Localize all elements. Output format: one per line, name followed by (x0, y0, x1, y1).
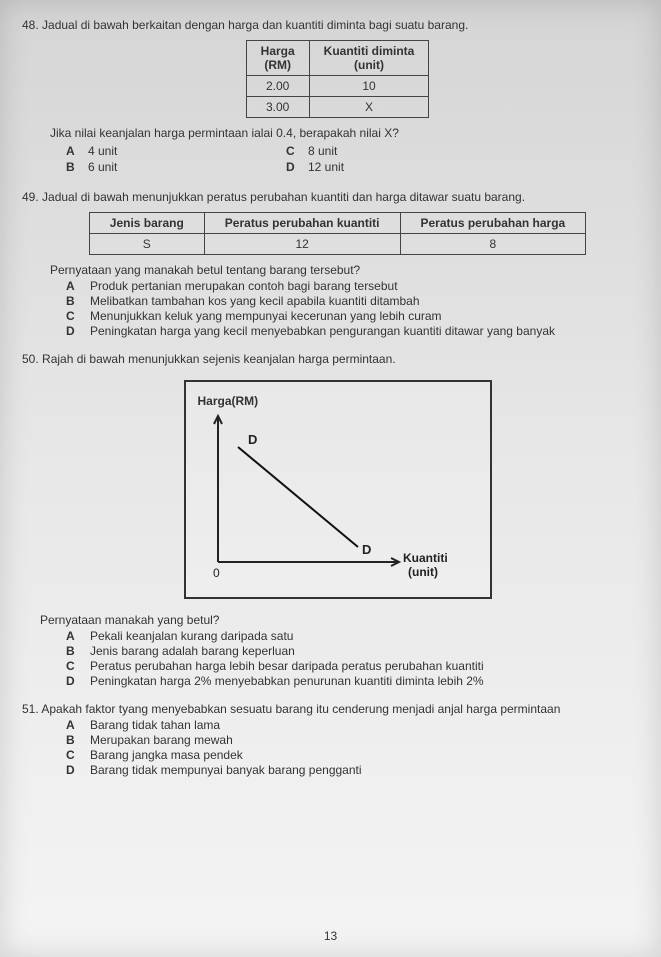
question-50: 50. Rajah di bawah menunjukkan sejenis k… (40, 352, 635, 688)
q50-opt-d: DPeningkatan harga 2% menyebabkan penuru… (66, 674, 635, 688)
q49-opt-d: DPeningkatan harga yang kecil menyebabka… (66, 324, 635, 338)
q50-number: 50. (22, 352, 39, 366)
q51-opt-b: BMerupakan barang mewah (66, 733, 635, 747)
q50-opt-a-text: Pekali keanjalan kurang daripada satu (90, 629, 293, 643)
q49-opt-c-text: Menunjukkan keluk yang mempunyai kecerun… (90, 309, 442, 323)
curve-label-d-bottom: D (362, 542, 371, 557)
x-label-2: (unit) (408, 565, 438, 579)
q48-opt-b-text: 6 unit (88, 160, 117, 174)
q49-r1c2: 12 (204, 234, 400, 255)
q49-table: Jenis barang Peratus perubahan kuantiti … (89, 212, 586, 255)
q48-subprompt: Jika nilai keanjalan harga permintaan ia… (50, 126, 635, 140)
q49-h1: Jenis barang (89, 213, 204, 234)
exam-page: 48. Jadual di bawah berkaitan dengan har… (0, 0, 661, 957)
q51-opt-d: DBarang tidak mempunyai banyak barang pe… (66, 763, 635, 777)
q50-opt-a: APekali keanjalan kurang daripada satu (66, 629, 635, 643)
q48-table: Harga (RM) Kuantiti diminta (unit) 2.00 … (246, 40, 430, 118)
q50-opt-d-text: Peningkatan harga 2% menyebabkan penurun… (90, 674, 484, 688)
x-label-1: Kuantiti (403, 551, 448, 565)
curve-label-d-top: D (248, 432, 257, 447)
q49-h2: Peratus perubahan kuantiti (204, 213, 400, 234)
q49-subprompt: Pernyataan yang manakah betul tentang ba… (50, 263, 635, 277)
q48-opt-a-text: 4 unit (88, 144, 117, 158)
q51-opt-d-text: Barang tidak mempunyai banyak barang pen… (90, 763, 362, 777)
q48-number: 48. (22, 18, 39, 32)
q48-qty-unit: (unit) (324, 58, 415, 72)
q51-opt-a: ABarang tidak tahan lama (66, 718, 635, 732)
q49-opt-a: AProduk pertanian merupakan contoh bagi … (66, 279, 635, 293)
q49-r1c1: S (89, 234, 204, 255)
q48-r2-qty: X (309, 97, 429, 118)
q49-opt-a-text: Produk pertanian merupakan contoh bagi b… (90, 279, 398, 293)
question-49: 49. Jadual di bawah menunjukkan peratus … (40, 190, 635, 338)
q48-qty-label: Kuantiti diminta (324, 44, 415, 58)
q49-r1c3: 8 (400, 234, 586, 255)
q49-text: Jadual di bawah menunjukkan peratus peru… (42, 190, 525, 204)
q49-number: 49. (22, 190, 39, 204)
q50-text: Rajah di bawah menunjukkan sejenis keanj… (42, 352, 396, 366)
q48-opt-c: C8 unit (286, 144, 506, 158)
q51-text: Apakah faktor tyang menyebabkan sesuatu … (41, 702, 560, 716)
q49-options: AProduk pertanian merupakan contoh bagi … (66, 279, 635, 338)
q48-opt-b: B6 unit (66, 160, 286, 174)
q48-price-unit: (RM) (261, 58, 295, 72)
question-48: 48. Jadual di bawah berkaitan dengan har… (40, 18, 635, 176)
q48-price-label: Harga (261, 44, 295, 58)
q51-options: ABarang tidak tahan lama BMerupakan bara… (66, 718, 635, 777)
q51-opt-c-text: Barang jangka masa pendek (90, 748, 243, 762)
q51-opt-c: CBarang jangka masa pendek (66, 748, 635, 762)
q49-h3: Peratus perubahan harga (400, 213, 586, 234)
question-51: 51. Apakah faktor tyang menyebabkan sesu… (40, 702, 635, 777)
q51-opt-b-text: Merupakan barang mewah (90, 733, 233, 747)
q51-number: 51. (22, 702, 39, 716)
q49-opt-b: BMelibatkan tambahan kos yang kecil apab… (66, 294, 635, 308)
q50-ylabel: Harga(RM) (198, 394, 478, 408)
q50-chart-svg: D D 0 Kuantiti (unit) (198, 412, 458, 582)
q48-r1-qty: 10 (309, 76, 429, 97)
q51-opt-a-text: Barang tidak tahan lama (90, 718, 220, 732)
q50-opt-b-text: Jenis barang adalah barang keperluan (90, 644, 295, 658)
q49-opt-d-text: Peningkatan harga yang kecil menyebabkan… (90, 324, 555, 338)
q50-opt-c-text: Peratus perubahan harga lebih besar dari… (90, 659, 484, 673)
origin-label: 0 (213, 566, 220, 580)
q48-r1-price: 2.00 (246, 76, 309, 97)
q48-options: A4 unit C8 unit B6 unit D12 unit (66, 144, 635, 176)
demand-line (238, 447, 358, 547)
q50-subprompt: Pernyataan manakah yang betul? (40, 613, 635, 627)
q48-opt-a: A4 unit (66, 144, 286, 158)
q50-opt-c: CPeratus perubahan harga lebih besar dar… (66, 659, 635, 673)
page-number: 13 (0, 929, 661, 943)
q48-opt-d-text: 12 unit (308, 160, 344, 174)
q48-th-price: Harga (RM) (246, 41, 309, 76)
q48-text: Jadual di bawah berkaitan dengan harga d… (42, 18, 468, 32)
q49-opt-b-text: Melibatkan tambahan kos yang kecil apabi… (90, 294, 420, 308)
q50-options: APekali keanjalan kurang daripada satu B… (66, 629, 635, 688)
q48-opt-c-text: 8 unit (308, 144, 337, 158)
q50-opt-b: BJenis barang adalah barang keperluan (66, 644, 635, 658)
q48-r2-price: 3.00 (246, 97, 309, 118)
q48-th-qty: Kuantiti diminta (unit) (309, 41, 429, 76)
q49-opt-c: CMenunjukkan keluk yang mempunyai keceru… (66, 309, 635, 323)
q48-opt-d: D12 unit (286, 160, 506, 174)
q50-chart-box: Harga(RM) D D 0 Kuantiti (unit) (184, 380, 492, 599)
